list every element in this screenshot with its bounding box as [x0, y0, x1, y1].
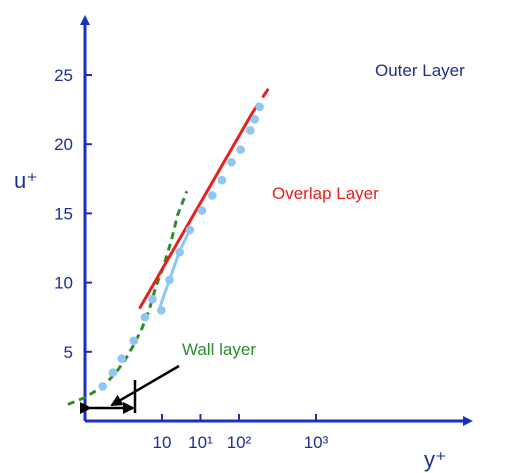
data-point	[246, 126, 255, 135]
data-point	[217, 175, 227, 185]
axes: 5 10 15 20 25 10 10¹ 10² 10³	[54, 15, 473, 452]
x-tick-label: 10¹	[188, 433, 213, 452]
data-point	[236, 145, 245, 154]
annotation-marks	[80, 364, 180, 414]
measured-profile-line	[158, 228, 192, 308]
y-tick-label: 20	[54, 135, 73, 154]
x-tick-label: 10	[153, 433, 172, 452]
data-point	[140, 312, 150, 322]
data-point	[165, 275, 174, 285]
data-point	[185, 225, 195, 235]
data-point	[98, 382, 107, 391]
wall-layer-label: Wall layer	[182, 340, 256, 359]
data-point	[255, 102, 264, 112]
overlap-layer-label: Overlap Layer	[272, 184, 379, 203]
outer-layer-label: Outer Layer	[375, 61, 465, 80]
y-tick-label: 5	[64, 343, 73, 362]
series-layer	[67, 87, 270, 406]
data-point	[175, 247, 184, 257]
overlap-law-line	[138, 110, 255, 309]
data-point	[117, 354, 126, 364]
data-point	[148, 294, 157, 304]
outer-dashed-line	[251, 87, 270, 114]
y-axis-title: u⁺	[14, 168, 38, 193]
y-tick-label: 25	[54, 66, 73, 85]
data-point	[129, 336, 139, 346]
y-tick-label: 10	[54, 274, 73, 293]
data-point	[108, 368, 118, 377]
wall-layer-pointer-arrow	[110, 364, 180, 407]
x-tick-label: 10³	[304, 433, 329, 452]
data-point	[208, 191, 217, 200]
data-point	[197, 206, 207, 215]
x-tick-label: 10²	[227, 433, 252, 452]
y-tick-label: 15	[54, 204, 73, 223]
data-point	[227, 157, 236, 167]
data-point	[250, 115, 259, 124]
x-axis-title: y⁺	[424, 447, 447, 472]
data-point	[157, 306, 166, 315]
